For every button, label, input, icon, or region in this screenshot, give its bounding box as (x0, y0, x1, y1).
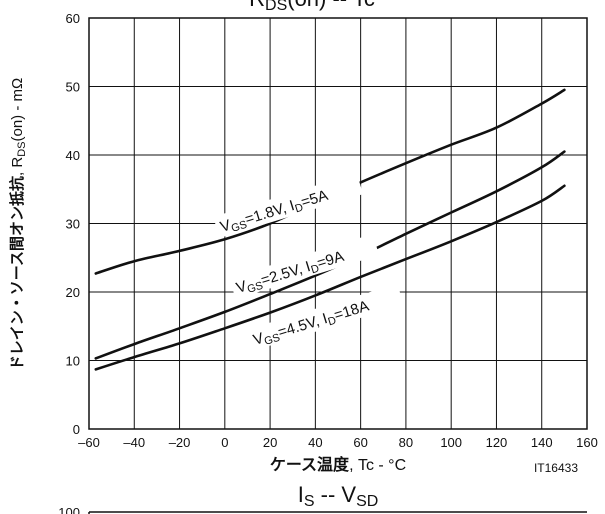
figure-code: IT16433 (534, 461, 578, 475)
x-tick-label: 0 (221, 435, 228, 450)
x-tick-label: 20 (263, 435, 277, 450)
x-tick-label: 120 (486, 435, 508, 450)
series-label-bg (213, 173, 364, 238)
x-tick-label: 40 (308, 435, 322, 450)
x-tick-label: 160 (576, 435, 598, 450)
second-chart-ytick: 100 (58, 505, 80, 514)
x-tick-label: –20 (169, 435, 191, 450)
plot-frame (88, 17, 588, 430)
x-tick-label: 100 (440, 435, 462, 450)
series-label-bg (229, 234, 380, 299)
series-label-2: VGS=2.5V, ID=9A (229, 234, 380, 299)
x-tick-label: –60 (78, 435, 100, 450)
series-label-bg (246, 283, 404, 351)
chart-title: RDS(on) -- Tc (249, 0, 375, 14)
y-tick-label: 10 (66, 354, 80, 369)
series-line-3 (94, 184, 566, 371)
y-tick-label: 0 (73, 422, 80, 437)
y-tick-label: 40 (66, 148, 80, 163)
y-tick-label: 20 (66, 285, 80, 300)
x-tick-label: 60 (353, 435, 367, 450)
series-label-1: VGS=1.8V, ID=5A (213, 173, 364, 238)
y-tick-label: 50 (66, 80, 80, 95)
y-axis-label: ドレイン・ソース間オン抵抗, RDS(on) - mΩ (8, 78, 28, 370)
grid-lines (89, 18, 587, 429)
x-tick-label: –40 (123, 435, 145, 450)
x-tick-label: 140 (531, 435, 553, 450)
tick-labels: –60 –40 –20 0 20 40 60 80 100 120 140 160 0 10 20 30 40 5… (66, 11, 598, 450)
x-tick-label: 80 (399, 435, 413, 450)
y-tick-label: 30 (66, 217, 80, 232)
x-axis-label: ケース温度, Tc - °C (270, 455, 406, 474)
second-chart-title: IS -- VSD (298, 482, 379, 510)
y-tick-label: 60 (66, 11, 80, 26)
